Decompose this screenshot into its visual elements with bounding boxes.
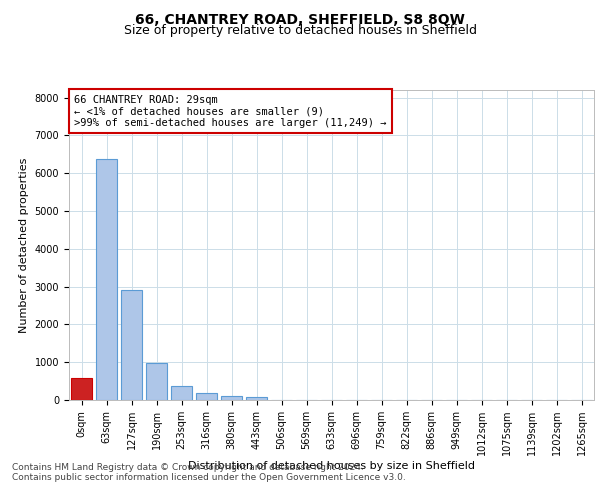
Bar	[196, 394, 217, 400]
X-axis label: Distribution of detached houses by size in Sheffield: Distribution of detached houses by size …	[188, 461, 475, 471]
Bar	[221, 396, 242, 400]
Bar	[146, 363, 167, 400]
Text: 66, CHANTREY ROAD, SHEFFIELD, S8 8QW: 66, CHANTREY ROAD, SHEFFIELD, S8 8QW	[135, 12, 465, 26]
Bar	[71, 378, 92, 400]
Bar	[121, 290, 142, 400]
Text: Size of property relative to detached houses in Sheffield: Size of property relative to detached ho…	[124, 24, 476, 37]
Bar	[96, 159, 117, 400]
Bar	[246, 397, 267, 400]
Text: 66 CHANTREY ROAD: 29sqm
← <1% of detached houses are smaller (9)
>99% of semi-de: 66 CHANTREY ROAD: 29sqm ← <1% of detache…	[74, 94, 387, 128]
Bar	[171, 386, 192, 400]
Y-axis label: Number of detached properties: Number of detached properties	[19, 158, 29, 332]
Text: Contains HM Land Registry data © Crown copyright and database right 2024.: Contains HM Land Registry data © Crown c…	[12, 462, 364, 471]
Text: Contains public sector information licensed under the Open Government Licence v3: Contains public sector information licen…	[12, 472, 406, 482]
